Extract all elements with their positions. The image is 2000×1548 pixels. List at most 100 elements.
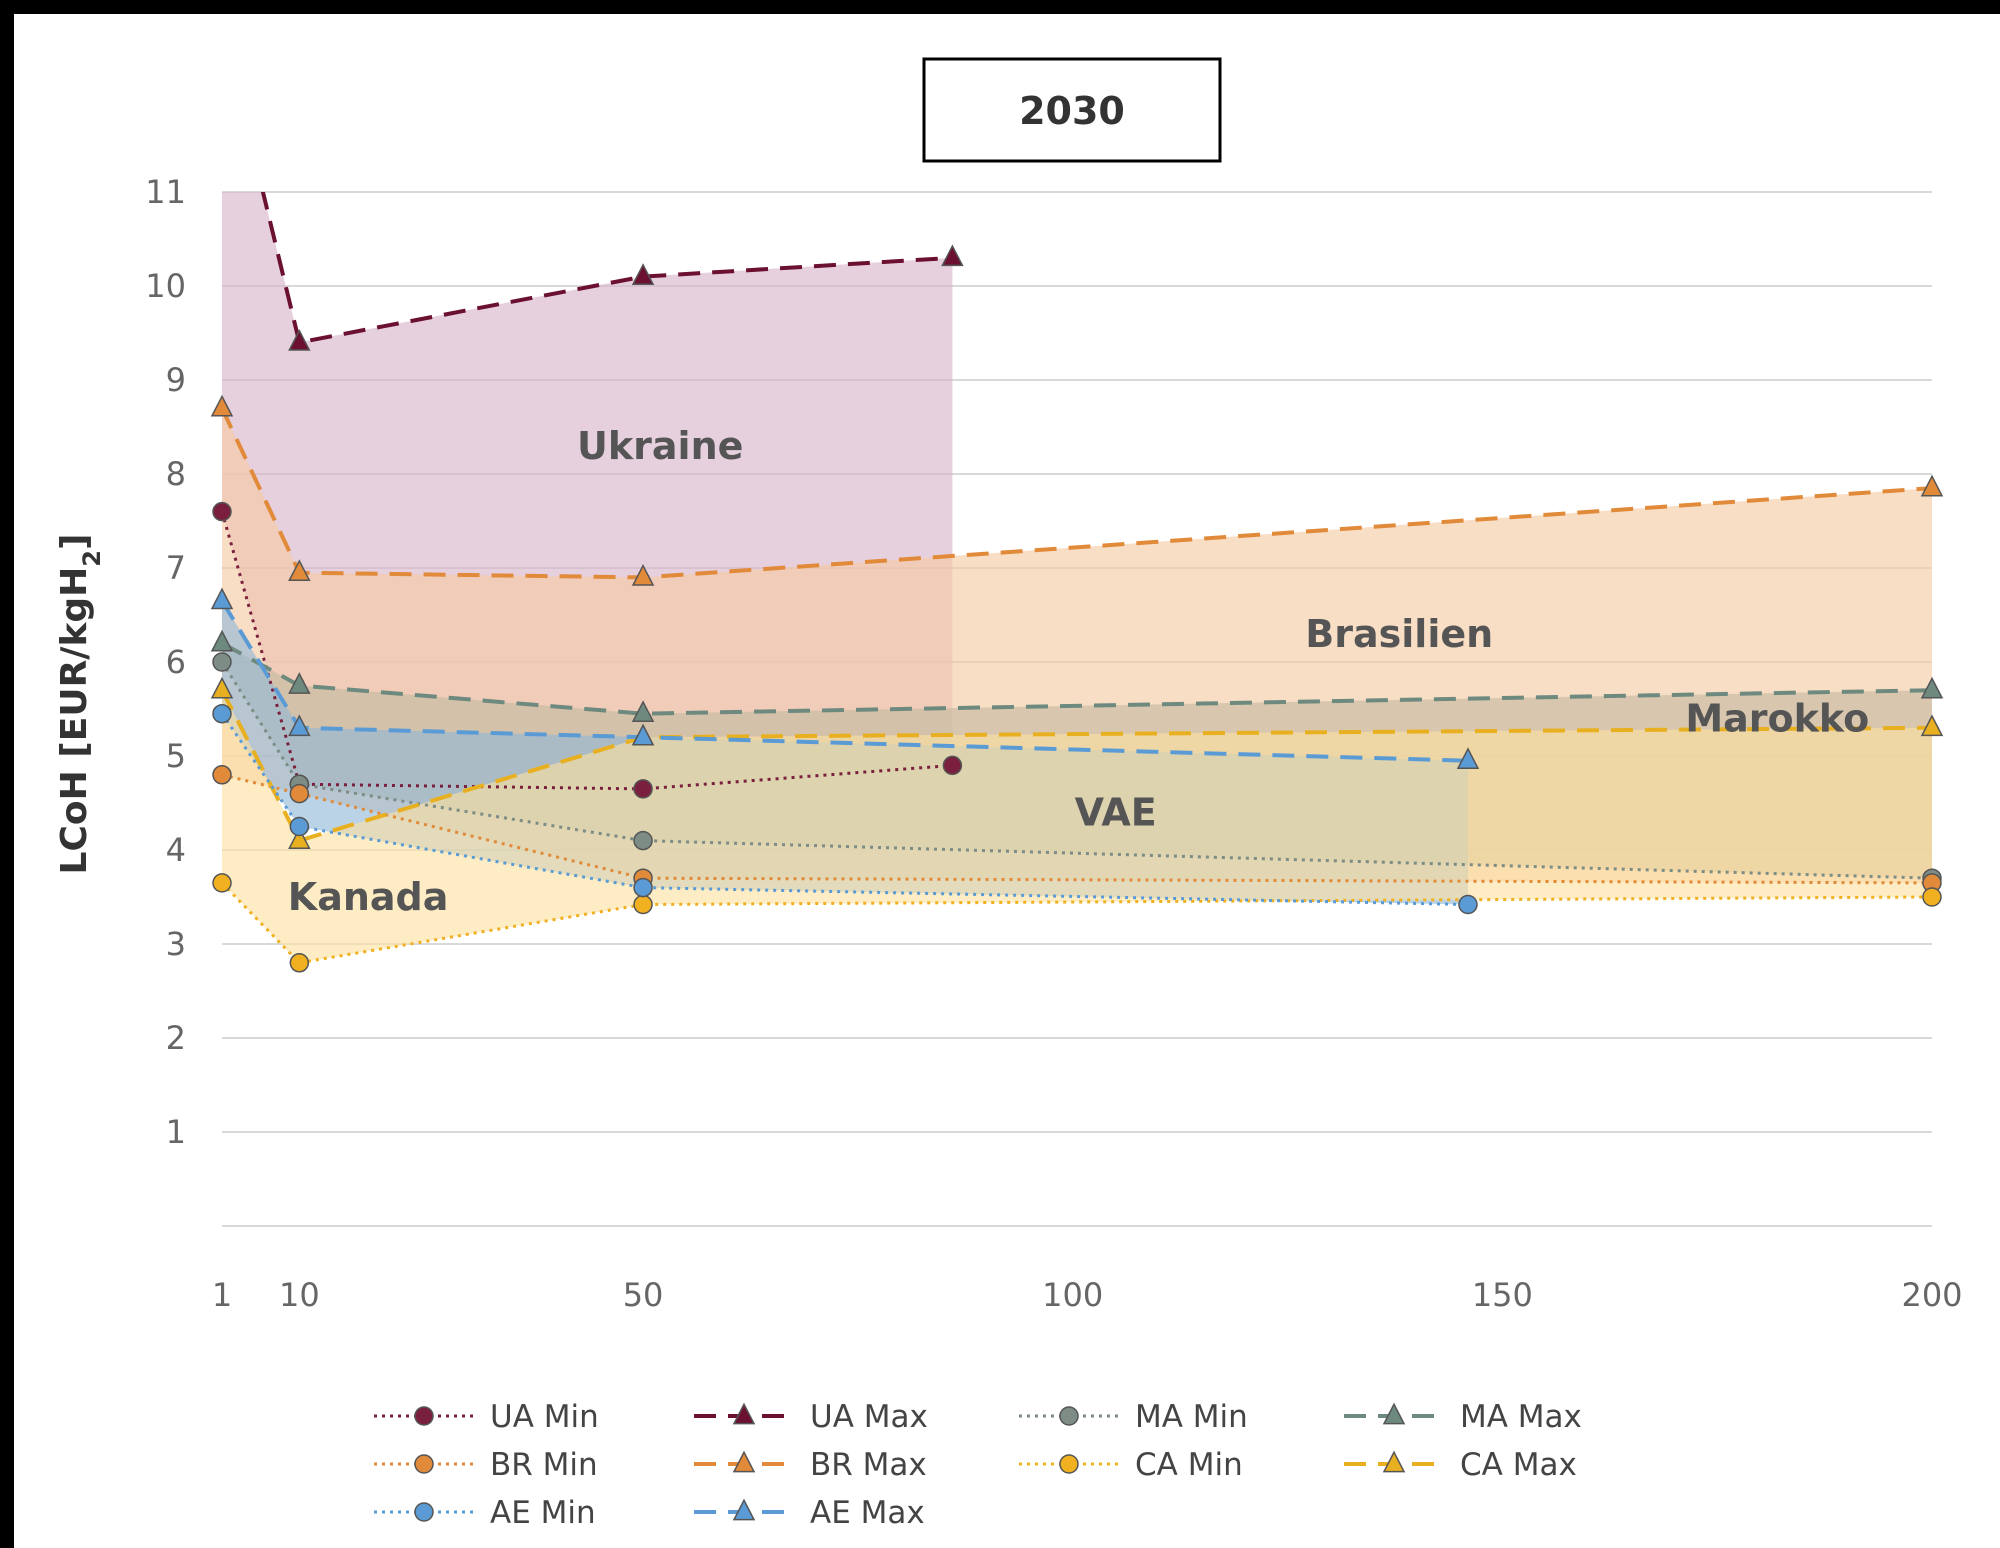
y-tick-1: 1 [166, 1113, 186, 1151]
region-label-ukraine: Ukraine [577, 424, 743, 468]
legend-label: UA Max [810, 1399, 928, 1435]
marker-ma-min-2 [633, 830, 653, 851]
y-axis-label-tail: ] [54, 534, 95, 550]
x-tick-10: 10 [279, 1276, 320, 1314]
legend-label: BR Max [810, 1447, 927, 1483]
title-box-border [922, 57, 1222, 163]
legend-item-ma-min: MA Min [1019, 1399, 1248, 1435]
legend-item-ca-min: CA Min [1019, 1447, 1243, 1483]
legend-label: AE Min [490, 1495, 596, 1531]
marker-ma-min-0 [212, 652, 232, 672]
y-tick-10: 10 [145, 267, 186, 305]
chart-frame: 1 2 3 4 5 6 7 8 9 10 11 1 10 50 100 150 200 Ukraine Bras… [14, 14, 2000, 1548]
marker-ua-min-0 [212, 501, 232, 522]
region-label-marokko: Marokko [1685, 696, 1869, 740]
y-tick-11: 11 [145, 173, 186, 211]
legend-swatch-marker [1059, 1406, 1079, 1426]
y-axis-label: LCoH [EUR/kgH2] [54, 534, 106, 875]
y-tick-6: 6 [166, 643, 186, 681]
y-axis-ticks: 1 2 3 4 5 6 7 8 9 10 11 [145, 173, 186, 1151]
x-tick-1: 1 [212, 1276, 232, 1314]
legend-label: MA Min [1135, 1399, 1248, 1435]
series-line-ca-max [222, 689, 1933, 843]
series-line-ae-max [222, 599, 1469, 763]
marker-ma-max-2 [631, 700, 655, 723]
legend-label: UA Min [490, 1399, 599, 1435]
marker-ua-max-1 [288, 328, 311, 351]
marker-ca-min-0 [212, 873, 232, 893]
legend-item-ae-min: AE Min [374, 1495, 596, 1531]
legend-label: BR Min [490, 1447, 598, 1483]
series-markers [210, 244, 1944, 973]
marker-ae-max-0 [210, 587, 234, 610]
marker-ma-max-0 [210, 629, 234, 652]
marker-ae-min-3 [1458, 894, 1478, 915]
marker-ca-min-3 [1922, 887, 1942, 907]
marker-br-min-1 [289, 783, 310, 804]
marker-br-max-3 [1920, 474, 1944, 497]
chart-svg: 1 2 3 4 5 6 7 8 9 10 11 1 10 50 100 150 200 Ukraine Bras… [54, 57, 1963, 1531]
shaded-regions [222, 192, 1932, 963]
legend-item-ua-max: UA Max [694, 1399, 928, 1435]
marker-ma-max-1 [288, 672, 311, 694]
y-tick-8: 8 [166, 455, 186, 493]
marker-ca-max-3 [1920, 714, 1944, 737]
series-line-ma-min [222, 661, 1933, 880]
legend-swatch-marker [1382, 1450, 1406, 1473]
region-label-vae: VAE [1075, 790, 1157, 834]
legend-swatch-marker [1059, 1454, 1079, 1474]
series-line-br-min [222, 773, 1933, 885]
legend-swatch-marker [414, 1454, 434, 1474]
legend: UA Min UA Max MA Min MA Max BR Min BR Max CA M… [374, 1399, 1582, 1531]
marker-ma-max-3 [1920, 676, 1944, 699]
legend-item-ma-max: MA Max [1344, 1399, 1582, 1435]
marker-ae-min-0 [212, 703, 232, 724]
region-labels: Ukraine Brasilien Marokko VAE Kanada [288, 424, 1870, 919]
y-tick-5: 5 [166, 737, 186, 775]
y-axis-label-subscript: 2 [78, 550, 106, 567]
chart-title: 2030 [1019, 89, 1125, 133]
legend-swatch-marker [732, 1498, 756, 1521]
marker-ua-max-2 [631, 263, 655, 285]
marker-ae-min-2 [633, 877, 653, 898]
x-tick-50: 50 [623, 1276, 664, 1314]
series-line-ae-min [222, 712, 1469, 907]
marker-ae-max-1 [288, 714, 311, 737]
legend-item-br-min: BR Min [374, 1447, 598, 1483]
legend-swatch-marker [414, 1406, 434, 1426]
legend-item-ca-max: CA Max [1344, 1447, 1577, 1483]
x-tick-100: 100 [1042, 1276, 1103, 1314]
series-line-br-max [222, 407, 1933, 580]
y-tick-9: 9 [166, 361, 186, 399]
y-tick-4: 4 [166, 831, 186, 869]
marker-ae-max-3 [1456, 747, 1480, 770]
marker-ca-max-0 [210, 676, 234, 699]
legend-swatch-marker [414, 1502, 434, 1522]
legend-item-ua-min: UA Min [374, 1399, 599, 1435]
series-lines [222, 192, 1933, 965]
legend-label: MA Max [1460, 1399, 1582, 1435]
x-axis-ticks: 1 10 50 100 150 200 [212, 1276, 1963, 1314]
marker-ae-min-1 [289, 816, 310, 837]
y-tick-3: 3 [166, 925, 186, 963]
y-tick-2: 2 [166, 1019, 186, 1057]
marker-br-max-2 [631, 563, 655, 586]
marker-ua-min-3 [942, 755, 963, 776]
legend-swatch-marker [732, 1450, 756, 1473]
legend-label: CA Min [1135, 1447, 1243, 1483]
region-label-kanada: Kanada [288, 875, 449, 919]
marker-ca-min-2 [633, 894, 653, 915]
legend-swatch-marker [1382, 1402, 1406, 1425]
marker-br-max-1 [288, 559, 311, 582]
region-label-brasilien: Brasilien [1305, 612, 1493, 656]
marker-ua-max-3 [941, 244, 964, 267]
x-tick-200: 200 [1901, 1276, 1962, 1314]
marker-ua-min-2 [633, 779, 653, 799]
marker-ca-min-1 [289, 953, 310, 973]
marker-br-max-0 [210, 394, 234, 417]
legend-label: AE Max [810, 1495, 925, 1531]
x-tick-150: 150 [1472, 1276, 1533, 1314]
legend-item-br-max: BR Max [694, 1447, 927, 1483]
series-line-ua-max [260, 192, 953, 345]
legend-label: CA Max [1460, 1447, 1577, 1483]
